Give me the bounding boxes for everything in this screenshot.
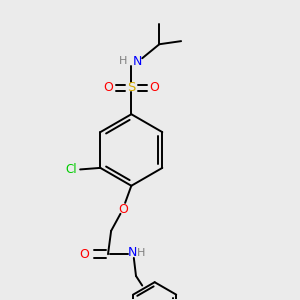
Text: S: S — [127, 81, 136, 94]
Text: O: O — [79, 248, 89, 261]
Text: N: N — [128, 246, 138, 259]
Text: Cl: Cl — [66, 163, 77, 176]
Text: O: O — [103, 81, 113, 94]
Text: H: H — [137, 248, 146, 258]
Text: H: H — [119, 56, 127, 66]
Text: O: O — [150, 81, 160, 94]
Text: O: O — [118, 202, 128, 216]
Text: N: N — [133, 55, 142, 68]
